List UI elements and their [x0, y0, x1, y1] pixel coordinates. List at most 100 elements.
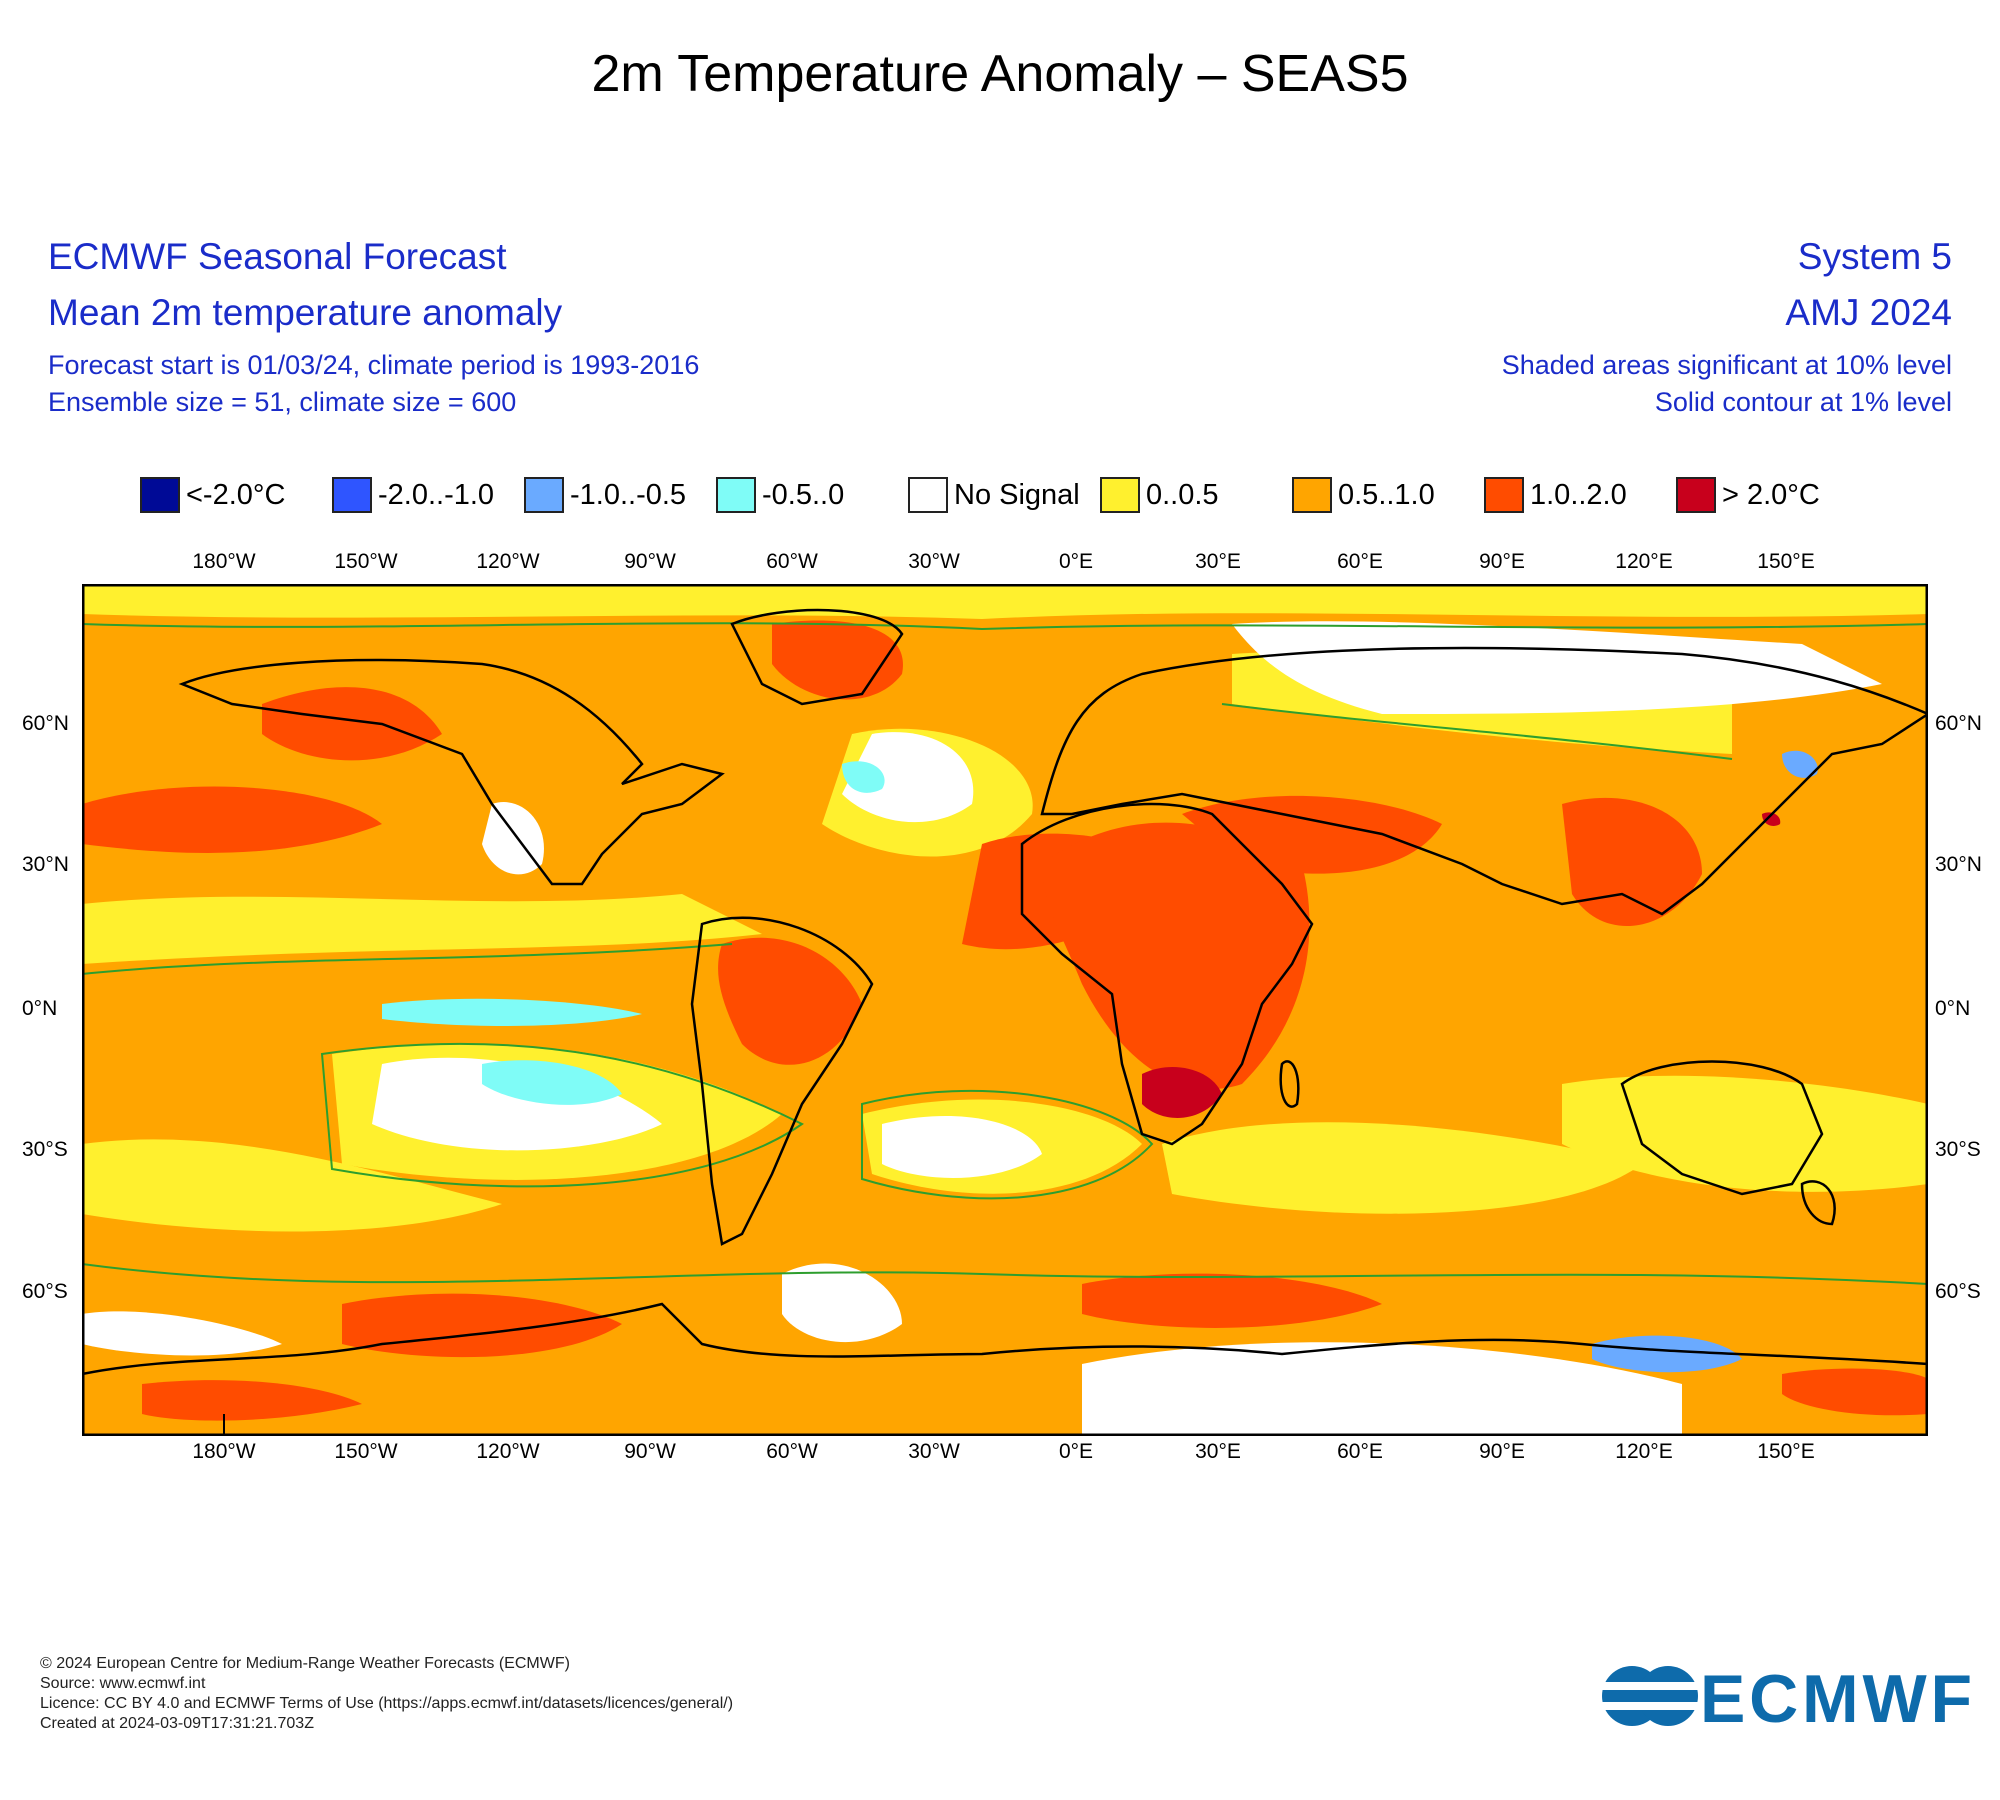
- siberia-no-signal: [1232, 621, 1882, 714]
- lon-label: 60°W: [766, 1440, 818, 1463]
- coastlines: [82, 608, 1928, 1376]
- australia-outline: [1620, 1060, 1824, 1196]
- arctic-contour: [82, 622, 1928, 631]
- south-america-warm: [718, 937, 862, 1065]
- east-antarctic-warm: [1782, 1368, 1928, 1416]
- legend-swatch: [332, 477, 372, 513]
- tropical-pacific-yellow: [82, 894, 762, 964]
- lon-label: 120°W: [476, 550, 540, 573]
- africa-outline: [1020, 802, 1314, 1146]
- forecast-start-info: Forecast start is 01/03/24, climate peri…: [48, 350, 700, 380]
- contour-note: Solid contour at 1% level: [1654, 387, 1952, 417]
- drake-no-signal: [782, 1263, 902, 1343]
- africa-warm: [1042, 822, 1310, 1090]
- sea-of-okhotsk-cool: [1782, 750, 1818, 778]
- legend-label: No Signal: [954, 478, 1080, 511]
- legend-label: > 2.0°C: [1722, 478, 1820, 511]
- lat-label: 30°N: [22, 853, 69, 876]
- legend-swatch: [1484, 477, 1524, 513]
- southern-ocean-warm: [1082, 1273, 1382, 1328]
- legend-swatch: [908, 477, 948, 513]
- antarctic-no-signal: [1082, 1342, 1682, 1436]
- eurasia-outline: [1040, 646, 1928, 916]
- southern-ocean-yellow-w: [82, 1139, 502, 1232]
- antarctica-outline: [82, 1302, 1928, 1376]
- lon-label: 60°W: [766, 550, 818, 573]
- created-line: Created at 2024-03-09T17:31:21.703Z: [40, 1715, 314, 1732]
- south-pacific-no-signal: [372, 1057, 662, 1151]
- lon-label: 150°W: [334, 550, 398, 573]
- legend-item: <-2.0°C: [140, 470, 285, 520]
- lon-label: 120°E: [1615, 550, 1673, 573]
- equatorial-pacific-cool: [382, 998, 642, 1026]
- page-title: 2m Temperature Anomaly – SEAS5: [591, 45, 1409, 103]
- lon-label: 30°E: [1195, 1440, 1241, 1463]
- copyright-line: © 2024 European Centre for Medium-Range …: [40, 1655, 570, 1672]
- field-name: Mean 2m temperature anomaly: [48, 292, 563, 333]
- lon-label: 180°W: [192, 1440, 256, 1463]
- middle-east-warm: [1182, 795, 1442, 874]
- southern-africa-hot: [1142, 1066, 1222, 1118]
- lat-label: 60°S: [1935, 1280, 1981, 1303]
- legend-swatch: [1292, 477, 1332, 513]
- legend-label: 0.5..1.0: [1338, 478, 1435, 511]
- legend-label: -2.0..-1.0: [378, 478, 495, 511]
- lon-label: 30°W: [908, 1440, 960, 1463]
- lon-label: 90°W: [624, 1440, 676, 1463]
- north-america-outline: [178, 658, 725, 886]
- legend-item: 1.0..2.0: [1484, 470, 1627, 520]
- lon-label: 30°E: [1195, 550, 1241, 573]
- indian-ocean-yellow-s: [1162, 1122, 1642, 1214]
- licence-line: Licence: CC BY 4.0 and ECMWF Terms of Us…: [40, 1695, 734, 1712]
- lon-label: 90°E: [1479, 550, 1525, 573]
- legend-swatch: [1676, 477, 1716, 513]
- new-zealand-outline: [1800, 1180, 1836, 1226]
- lat-label: 60°S: [22, 1280, 68, 1303]
- header-right: System 5 AMJ 2024 Shaded areas significa…: [1502, 236, 1952, 418]
- arctic-yellow-band: [82, 584, 1928, 619]
- southeast-pacific-cool: [482, 1060, 622, 1105]
- lon-label: 60°E: [1337, 550, 1383, 573]
- legend-label: -1.0..-0.5: [570, 478, 687, 511]
- lon-label: 30°W: [908, 550, 960, 573]
- legend-swatch: [524, 477, 564, 513]
- lon-label: 150°W: [334, 1440, 398, 1463]
- legend-label: <-2.0°C: [186, 478, 286, 511]
- ecmwf-logo: ECMWF: [1596, 1661, 1972, 1732]
- antarctic-cool: [1592, 1335, 1742, 1373]
- southeast-asia-warm: [1562, 797, 1702, 927]
- north-pacific-warm: [82, 786, 382, 853]
- significance-note: Shaded areas significant at 10% level: [1501, 350, 1952, 380]
- lon-label: 150°E: [1757, 1440, 1815, 1463]
- labrador-sea-cool: [842, 761, 885, 793]
- lat-label: 0°N: [22, 997, 58, 1020]
- color-legend: <-2.0°C -2.0..-1.0 -1.0..-0.5 -0.5..0 No…: [140, 470, 1920, 520]
- forecast-name: ECMWF Seasonal Forecast: [48, 236, 507, 277]
- legend-item: -0.5..0: [716, 470, 844, 520]
- lat-label: 30°S: [22, 1138, 68, 1161]
- lon-label: 90°W: [624, 550, 676, 573]
- south-atlantic-contour: [861, 1089, 1154, 1200]
- siberia-contour: [1221, 703, 1733, 760]
- lon-label: 120°W: [476, 1440, 540, 1463]
- lon-label: 180°W: [192, 550, 256, 573]
- legend-label: 1.0..2.0: [1530, 478, 1627, 511]
- legend-label: 0..0.5: [1146, 478, 1219, 511]
- legend-swatch: [140, 477, 180, 513]
- lat-label: 30°S: [1935, 1138, 1981, 1161]
- ross-sea-no-signal: [82, 1311, 282, 1356]
- season-label: AMJ 2024: [1785, 292, 1952, 333]
- ecmwf-logo-mark: [1596, 1666, 1706, 1726]
- legend-item: -1.0..-0.5: [524, 470, 686, 520]
- anomaly-map: [82, 584, 1928, 1436]
- lon-label: 0°E: [1058, 550, 1094, 573]
- legend-item: > 2.0°C: [1676, 470, 1820, 520]
- legend-label: -0.5..0: [762, 478, 845, 511]
- lat-label: 0°N: [1935, 997, 1971, 1020]
- south-pacific-contour: [320, 1042, 804, 1188]
- north-atlantic-no-signal: [842, 732, 974, 823]
- lon-label: 0°E: [1058, 1440, 1094, 1463]
- legend-swatch: [716, 477, 756, 513]
- legend-item: 0..0.5: [1100, 470, 1219, 520]
- tropical-contour: [82, 943, 733, 975]
